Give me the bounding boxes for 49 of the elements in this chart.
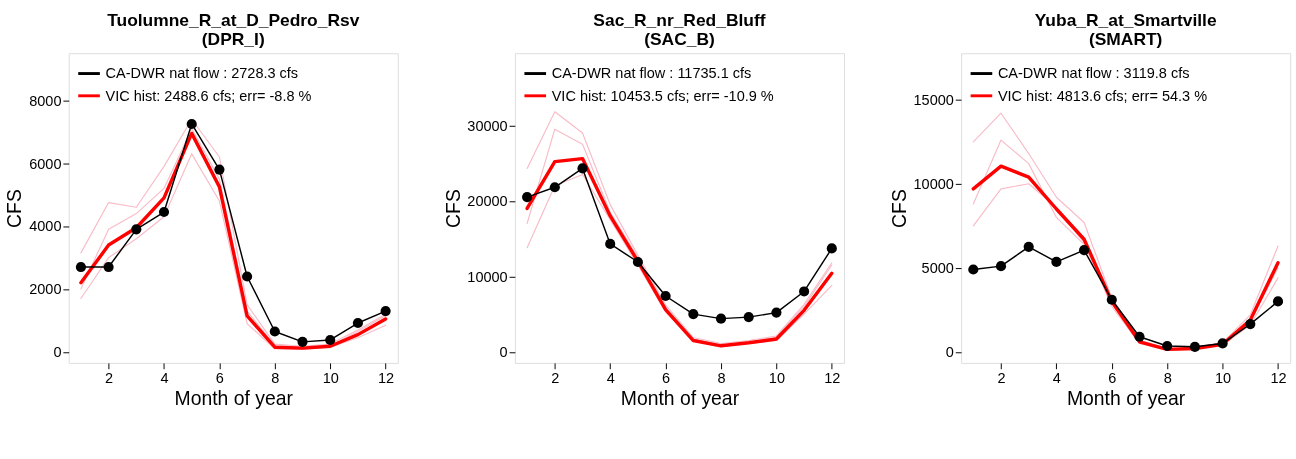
y-axis-title: CFS xyxy=(441,189,464,228)
y-tick-label: 6000 xyxy=(29,155,62,172)
x-tick-label: 10 xyxy=(768,369,785,386)
x-tick-label: 10 xyxy=(322,369,339,386)
y-tick-label: 2000 xyxy=(29,281,62,298)
y-tick-label: 15000 xyxy=(913,92,954,109)
text: (DPR_I) xyxy=(201,29,265,50)
x-tick-label: 8 xyxy=(1163,369,1172,386)
y-axis-title: CFS xyxy=(887,189,910,228)
x-axis-title: Month of year xyxy=(174,387,294,410)
x-tick-label: 12 xyxy=(378,369,395,386)
y-tick-label: 10000 xyxy=(467,268,508,285)
legend-label: VIC hist: 4813.6 cfs; err= 54.3 % xyxy=(997,87,1208,104)
y-tick-label: 8000 xyxy=(29,92,62,109)
y-tick-label: 20000 xyxy=(467,193,508,210)
text: Sac_R_nr_Red_Bluff xyxy=(593,10,766,31)
x-axis-title: Month of year xyxy=(1067,387,1186,410)
y-axis-title: CFS xyxy=(3,189,26,228)
y-tick-label: 30000 xyxy=(467,117,508,134)
x-tick-label: 8 xyxy=(717,369,726,386)
x-tick-label: 4 xyxy=(160,369,169,386)
y-tick-label: 0 xyxy=(945,344,954,361)
y-tick-label: 5000 xyxy=(921,260,954,277)
x-tick-label: 2 xyxy=(997,369,1006,386)
legend-label: CA-DWR nat flow : 11735.1 cfs xyxy=(551,65,752,82)
x-tick-label: 4 xyxy=(606,369,615,386)
legend-label: CA-DWR nat flow : 3119.8 cfs xyxy=(997,65,1190,82)
y-tick-label: 0 xyxy=(53,344,62,361)
legend-label: VIC hist: 2488.6 cfs; err= -8.8 % xyxy=(105,87,312,104)
x-tick-label: 6 xyxy=(662,369,671,386)
x-tick-label: 12 xyxy=(824,369,841,386)
y-tick-label: 0 xyxy=(499,344,508,361)
x-tick-label: 10 xyxy=(1215,369,1232,386)
text: Tuolumne_R_at_D_Pedro_Rsv xyxy=(107,10,360,31)
x-tick-label: 6 xyxy=(215,369,224,386)
legend-label: VIC hist: 10453.5 cfs; err= -10.9 % xyxy=(551,87,774,104)
text: (SMART) xyxy=(1088,29,1163,50)
text: Yuba_R_at_Smartville xyxy=(1034,10,1217,31)
x-tick-label: 12 xyxy=(1270,369,1287,386)
legend-label: CA-DWR nat flow : 2728.3 cfs xyxy=(105,65,299,82)
x-tick-label: 2 xyxy=(105,369,114,386)
text: (SAC_B) xyxy=(644,29,715,50)
x-tick-label: 2 xyxy=(551,369,560,386)
x-tick-label: 4 xyxy=(1052,369,1061,386)
x-axis-title: Month of year xyxy=(620,387,740,410)
y-tick-label: 4000 xyxy=(29,218,62,235)
x-tick-label: 6 xyxy=(1108,369,1117,386)
y-tick-label: 10000 xyxy=(913,176,954,193)
x-tick-label: 8 xyxy=(271,369,280,386)
